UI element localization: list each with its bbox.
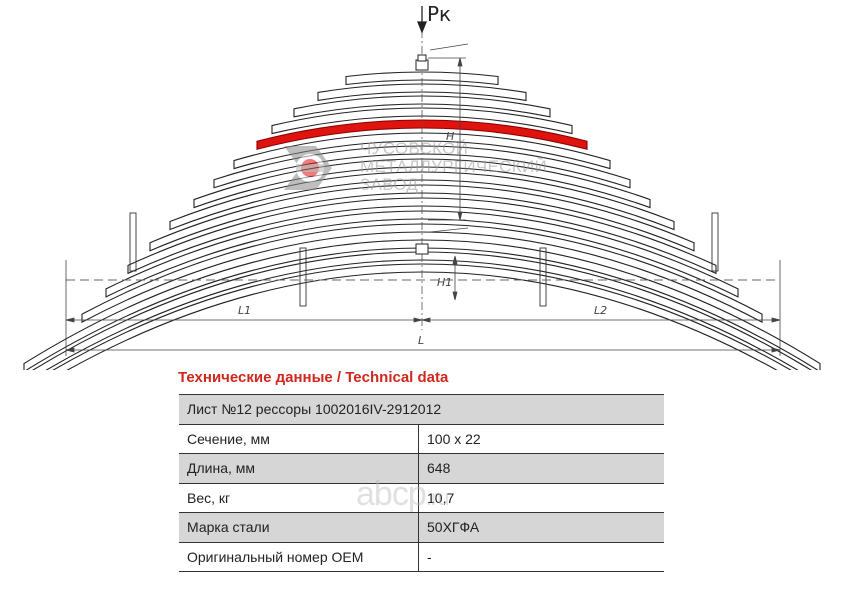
spring-clip [711,212,719,272]
table-row: Длина, мм 648 [179,453,664,484]
table-header-row: Лист №12 рессоры 1002016IV-2912012 [179,394,664,425]
dim-l2-label: L2 [594,304,608,317]
spring-leaf [127,197,717,275]
table-cell-value: 100 х 22 [418,424,664,454]
spring-clip [539,247,547,307]
table-cell-label: Длина, мм [179,453,419,484]
table-row: Оригинальный номер OEM - [179,542,664,572]
dimension-lines [65,43,781,356]
center-bolt [415,54,429,255]
spring-clip [129,212,137,272]
spring-leaf [52,263,792,370]
table-cell-value: - [418,542,664,572]
spring-leaf [23,239,821,370]
spring-leaf [149,184,695,252]
tech-data-table: Лист №12 рессоры 1002016IV-2912012 Сечен… [179,394,664,572]
spring-leaf [317,83,527,102]
table-cell-value: 10,7 [418,483,664,513]
company-name-line3: ЗАВОД [360,175,419,194]
dim-h1-label: H1 [437,276,453,289]
table-row: Вес, кг 10,7 [179,483,664,513]
dim-h-label: H [446,130,455,143]
company-name: ЧУСОВСКОЙ МЕТАЛЛУРГИЧЕСКИЙ ЗАВОД [360,140,547,194]
spring-clip [299,247,307,307]
table-cell-label: Вес, кг [179,483,419,513]
table-cell-label: Оригинальный номер OEM [179,542,419,572]
load-arrow [417,6,427,34]
site-watermark-name: abcp [356,475,427,513]
site-watermark-suffix: .ru [425,485,450,510]
table-row: Марка стали 50ХГФА [179,512,664,543]
spring-leaf [105,210,739,298]
table-row: Сечение, мм 100 х 22 [179,424,664,454]
table-cell-label: Сечение, мм [179,424,419,454]
spring-leaf [271,107,573,135]
company-name-line1: ЧУСОВСКОЙ [360,139,469,158]
spring-leaf [233,132,611,170]
company-name-line2: МЕТАЛЛУРГИЧЕСКИЙ [360,157,547,176]
load-label: Рк [427,2,452,26]
table-cell-value: 50ХГФА [418,512,664,543]
spring-leaf [293,95,551,118]
site-watermark: abcp.ru [356,475,450,514]
table-cell-value: 648 [418,453,664,484]
highlighted-leaf [256,119,588,150]
tech-data-title: Технические данные / Technical data [178,369,449,386]
table-header-cell: Лист №12 рессоры 1002016IV-2912012 [179,394,664,425]
company-logo-icon [284,146,332,190]
table-cell-label: Марка стали [179,512,419,543]
spring-leaf [81,223,763,324]
dim-l1-label: L1 [238,304,252,317]
dim-l-label: L [418,334,425,347]
company-watermark: ЧУСОВСКОЙ МЕТАЛЛУРГИЧЕСКИЙ ЗАВОД [276,140,576,200]
